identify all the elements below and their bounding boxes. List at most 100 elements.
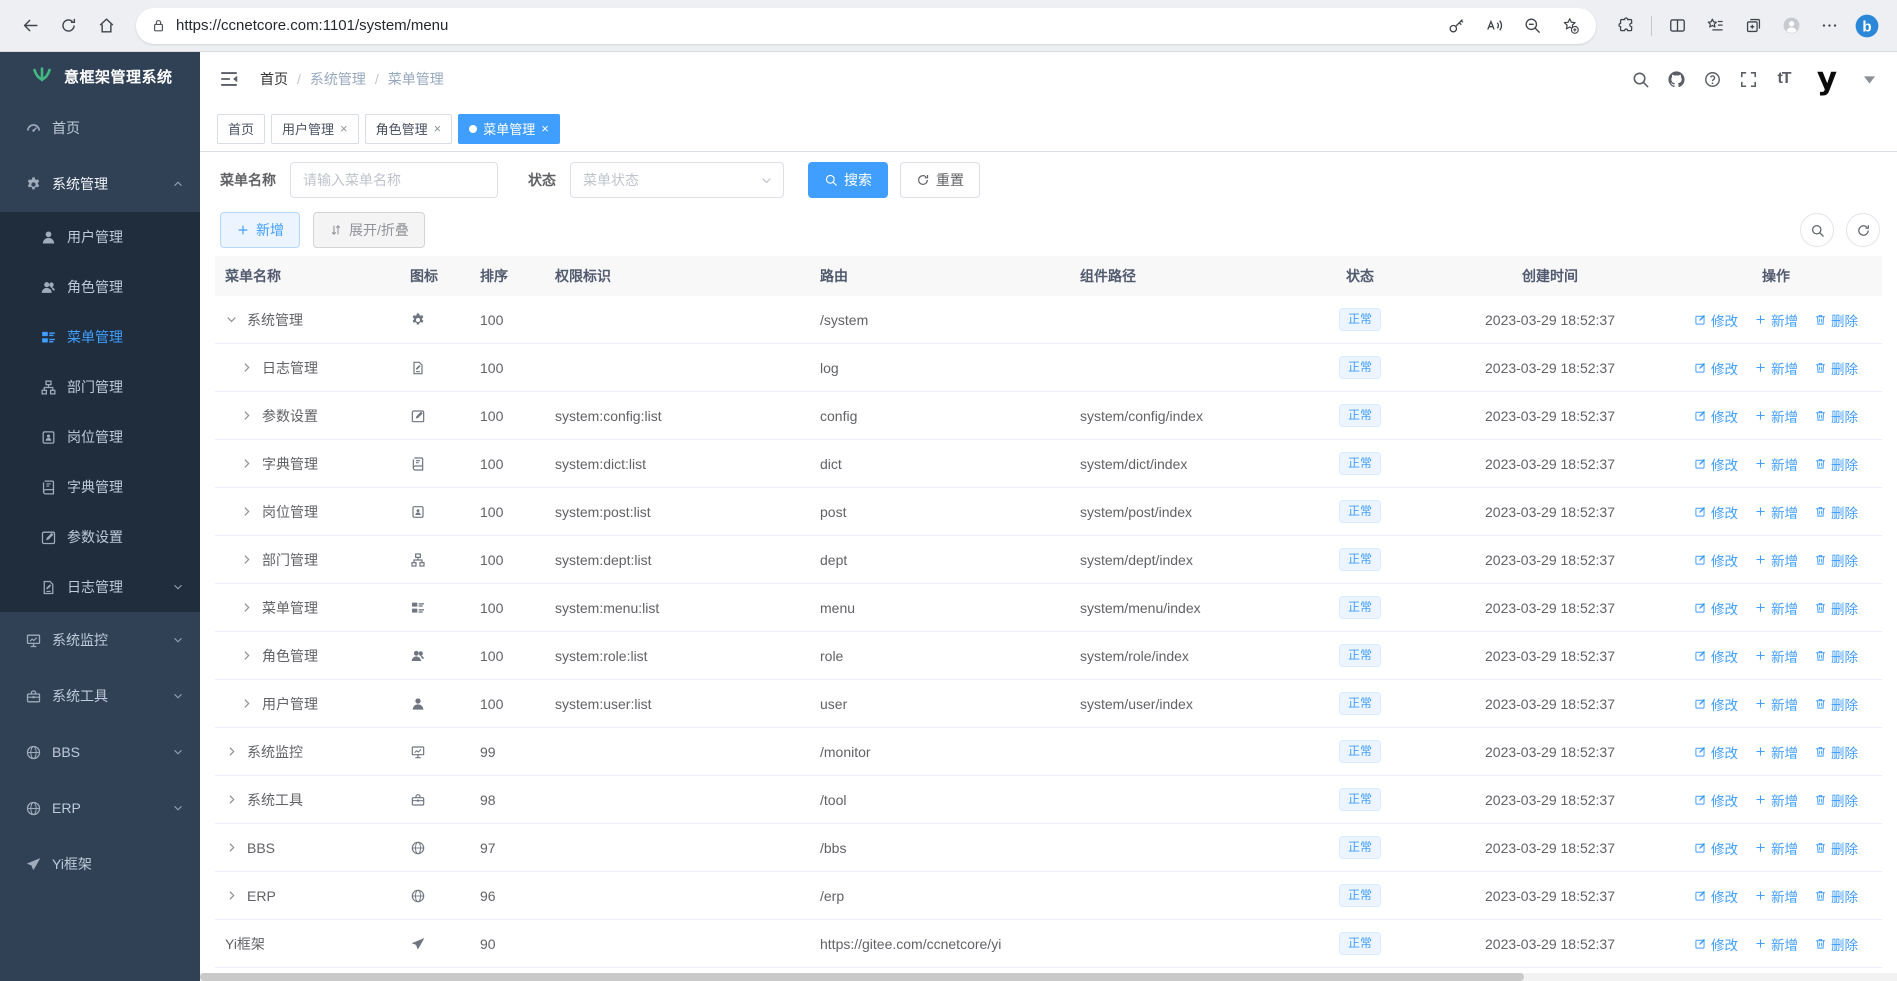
- expand-row-icon[interactable]: [240, 409, 253, 422]
- sidebar-item-5[interactable]: ERP: [0, 780, 200, 836]
- sidebar-subitem-3[interactable]: 部门管理: [0, 362, 200, 412]
- expand-row-icon[interactable]: [225, 889, 238, 902]
- sidebar-subitem-2[interactable]: 菜单管理: [0, 312, 200, 362]
- modify-link[interactable]: 修改: [1694, 934, 1738, 954]
- add-link[interactable]: 新增: [1754, 646, 1798, 666]
- add-link[interactable]: 新增: [1754, 598, 1798, 618]
- expand-row-icon[interactable]: [240, 505, 253, 518]
- browser-settings-button[interactable]: [1811, 9, 1847, 43]
- breadcrumb-home[interactable]: 首页: [260, 71, 288, 87]
- tab-1[interactable]: 用户管理 ×: [271, 113, 359, 144]
- add-link[interactable]: 新增: [1754, 358, 1798, 378]
- search-button[interactable]: 搜索: [808, 162, 888, 198]
- delete-link[interactable]: 删除: [1814, 646, 1858, 666]
- avatar-caret-icon[interactable]: [1860, 70, 1879, 89]
- expand-row-icon[interactable]: [240, 457, 253, 470]
- delete-link[interactable]: 删除: [1814, 358, 1858, 378]
- delete-link[interactable]: 删除: [1814, 502, 1858, 522]
- expand-row-icon[interactable]: [225, 745, 238, 758]
- favorites-button[interactable]: [1697, 9, 1733, 43]
- delete-link[interactable]: 删除: [1814, 550, 1858, 570]
- add-link[interactable]: 新增: [1754, 886, 1798, 906]
- sidebar-collapse-icon[interactable]: [218, 68, 240, 90]
- fullscreen-button[interactable]: [1738, 69, 1758, 89]
- sidebar-subitem-1[interactable]: 角色管理: [0, 262, 200, 312]
- address-bar[interactable]: https://ccnetcore.com:1101/system/menu: [136, 7, 1596, 44]
- sidebar-subitem-7[interactable]: 日志管理: [0, 562, 200, 612]
- modify-link[interactable]: 修改: [1694, 790, 1738, 810]
- delete-link[interactable]: 删除: [1814, 406, 1858, 426]
- modify-link[interactable]: 修改: [1694, 358, 1738, 378]
- collapse-row-icon[interactable]: [225, 313, 238, 326]
- browser-home-button[interactable]: [88, 9, 124, 43]
- reset-button[interactable]: 重置: [900, 162, 980, 198]
- expand-row-icon[interactable]: [240, 601, 253, 614]
- expand-row-icon[interactable]: [225, 841, 238, 854]
- delete-link[interactable]: 删除: [1814, 598, 1858, 618]
- add-link[interactable]: 新增: [1754, 454, 1798, 474]
- close-tab-icon[interactable]: ×: [541, 121, 549, 136]
- expand-collapse-button[interactable]: 展开/折叠: [313, 212, 425, 248]
- expand-row-icon[interactable]: [240, 361, 253, 374]
- table-refresh-button[interactable]: [1846, 213, 1880, 247]
- sidebar-subitem-4[interactable]: 岗位管理: [0, 412, 200, 462]
- read-aloud-button[interactable]: [1476, 9, 1512, 43]
- horizontal-scrollbar-thumb[interactable]: [200, 973, 1524, 981]
- delete-link[interactable]: 删除: [1814, 742, 1858, 762]
- password-key-button[interactable]: [1438, 9, 1474, 43]
- delete-link[interactable]: 删除: [1814, 790, 1858, 810]
- table-search-button[interactable]: [1800, 213, 1834, 247]
- add-link[interactable]: 新增: [1754, 502, 1798, 522]
- sidebar-subitem-6[interactable]: 参数设置: [0, 512, 200, 562]
- sidebar-item-2[interactable]: 系统监控: [0, 612, 200, 668]
- add-favorite-button[interactable]: [1552, 9, 1588, 43]
- add-button[interactable]: 新增: [220, 212, 300, 248]
- url-text[interactable]: https://ccnetcore.com:1101/system/menu: [176, 17, 449, 34]
- browser-reload-button[interactable]: [50, 9, 86, 43]
- sidebar-item-4[interactable]: BBS: [0, 724, 200, 780]
- expand-row-icon[interactable]: [240, 649, 253, 662]
- modify-link[interactable]: 修改: [1694, 838, 1738, 858]
- modify-link[interactable]: 修改: [1694, 646, 1738, 666]
- delete-link[interactable]: 删除: [1814, 934, 1858, 954]
- status-select[interactable]: 菜单状态: [570, 162, 784, 198]
- menu-name-input[interactable]: [290, 162, 498, 198]
- browser-back-button[interactable]: [12, 9, 48, 43]
- delete-link[interactable]: 删除: [1814, 310, 1858, 330]
- header-search-button[interactable]: [1630, 69, 1650, 89]
- sidebar-item-1[interactable]: 系统管理: [0, 156, 200, 212]
- collections-button[interactable]: [1735, 9, 1771, 43]
- github-button[interactable]: [1666, 69, 1686, 89]
- modify-link[interactable]: 修改: [1694, 406, 1738, 426]
- close-tab-icon[interactable]: ×: [433, 121, 442, 136]
- add-link[interactable]: 新增: [1754, 934, 1798, 954]
- help-button[interactable]: [1702, 69, 1722, 89]
- expand-row-icon[interactable]: [240, 697, 253, 710]
- modify-link[interactable]: 修改: [1694, 598, 1738, 618]
- modify-link[interactable]: 修改: [1694, 742, 1738, 762]
- modify-link[interactable]: 修改: [1694, 310, 1738, 330]
- modify-link[interactable]: 修改: [1694, 550, 1738, 570]
- modify-link[interactable]: 修改: [1694, 502, 1738, 522]
- add-link[interactable]: 新增: [1754, 550, 1798, 570]
- font-size-button[interactable]: tT: [1777, 70, 1791, 87]
- modify-link[interactable]: 修改: [1694, 886, 1738, 906]
- sidebar-subitem-5[interactable]: 字典管理: [0, 462, 200, 512]
- close-tab-icon[interactable]: ×: [340, 121, 348, 136]
- sidebar-item-6[interactable]: Yi框架: [0, 836, 200, 892]
- user-avatar[interactable]: y: [1816, 61, 1838, 97]
- delete-link[interactable]: 删除: [1814, 694, 1858, 714]
- tab-2[interactable]: 角色管理 ×: [364, 113, 453, 144]
- add-link[interactable]: 新增: [1754, 838, 1798, 858]
- add-link[interactable]: 新增: [1754, 406, 1798, 426]
- copilot-button[interactable]: [1849, 9, 1885, 43]
- expand-row-icon[interactable]: [240, 553, 253, 566]
- delete-link[interactable]: 删除: [1814, 886, 1858, 906]
- expand-row-icon[interactable]: [225, 793, 238, 806]
- browser-profile-button[interactable]: [1773, 9, 1809, 43]
- delete-link[interactable]: 删除: [1814, 454, 1858, 474]
- add-link[interactable]: 新增: [1754, 742, 1798, 762]
- sidebar-item-3[interactable]: 系统工具: [0, 668, 200, 724]
- delete-link[interactable]: 删除: [1814, 838, 1858, 858]
- split-screen-button[interactable]: [1659, 9, 1695, 43]
